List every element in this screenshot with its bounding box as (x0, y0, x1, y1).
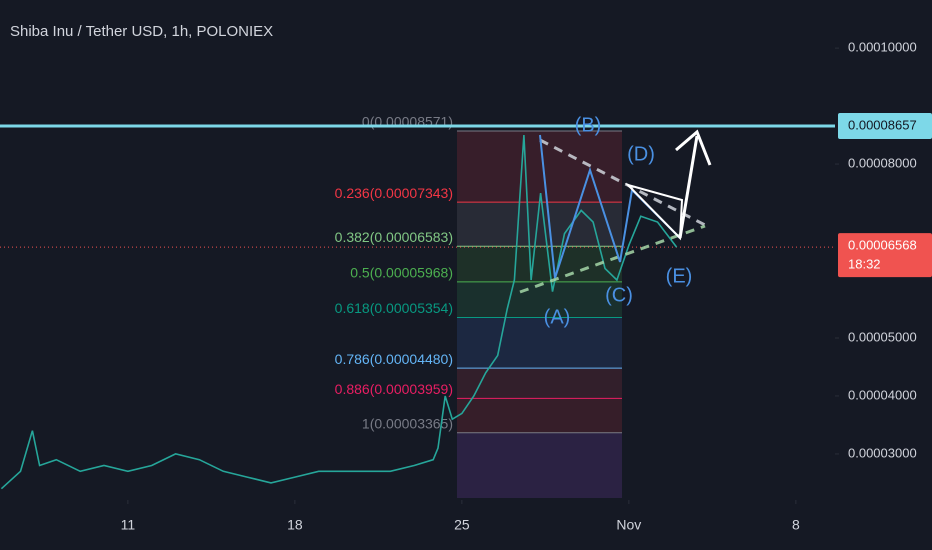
countdown: 18:32 (848, 257, 881, 272)
fib-band (457, 398, 622, 433)
x-tick-label: 18 (287, 517, 303, 533)
x-tick-label: Nov (616, 517, 641, 533)
y-tick-label: 0.00008000 (848, 156, 917, 171)
fib-label: 0.618(0.00005354) (335, 300, 453, 316)
wave-label: (E) (666, 265, 693, 287)
price-line (0, 135, 678, 490)
price-box (838, 233, 932, 278)
fib-label: 0.886(0.00003959) (335, 381, 453, 397)
y-tick-label: 0.00003000 (848, 445, 917, 460)
fib-band (457, 368, 622, 399)
trend-line (519, 224, 706, 294)
x-tick-label: 25 (454, 517, 470, 533)
fib-band (457, 130, 622, 203)
wave-label: (B) (575, 114, 602, 136)
wave-label: (C) (605, 284, 633, 306)
price-box (838, 112, 932, 139)
x-tick-label: 11 (121, 517, 136, 533)
x-tick-label: 8 (792, 517, 800, 533)
fib-label: 0.5(0.00005968) (350, 265, 453, 281)
fib-band (457, 246, 622, 282)
fib-band (457, 432, 622, 498)
y-tick-label: 0.00010000 (848, 40, 917, 55)
wave-label: (D) (627, 143, 655, 165)
fib-band (457, 281, 622, 318)
price-box-label: 0.00006568 (848, 238, 917, 253)
fib-label: 1(0.00003365) (362, 415, 453, 431)
chart-title: Shiba Inu / Tether USD, 1h, POLONIEX (10, 23, 273, 40)
triangle (624, 183, 684, 241)
y-tick-label: 0.00004000 (848, 387, 917, 402)
fib-band (457, 317, 622, 369)
y-tick-label: 0.00005000 (848, 329, 917, 344)
price-box-label: 0.00008657 (848, 117, 917, 132)
fib-label: 0.786(0.00004480) (335, 351, 453, 367)
arrow (675, 129, 712, 239)
fib-label: 0.236(0.00007343) (335, 185, 453, 201)
fib-label: 0.382(0.00006583) (335, 229, 453, 245)
wave-label: (A) (544, 306, 571, 328)
